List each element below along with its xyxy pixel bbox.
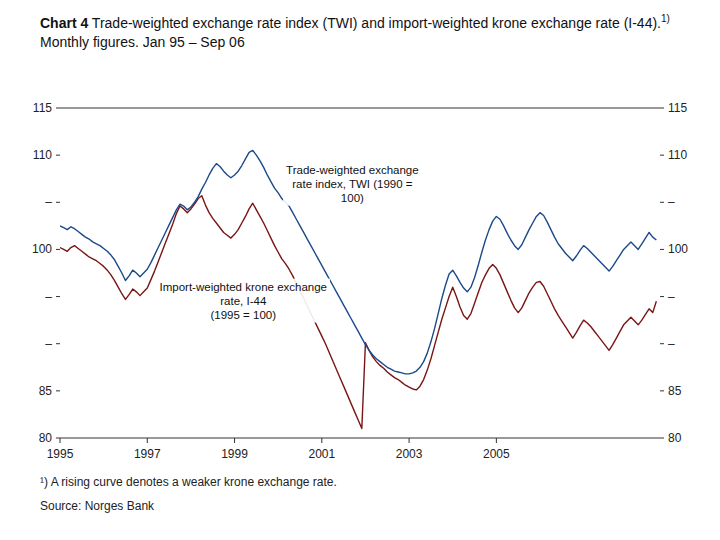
x-axis-line	[60, 438, 660, 439]
title: Chart 4	[40, 15, 88, 31]
y-tick	[56, 108, 60, 109]
footnote: ¹) A rising curve denotes a weaker krone…	[40, 475, 337, 489]
x-tick	[321, 438, 322, 443]
subtitle: Monthly figures. Jan 95 –	[40, 34, 196, 50]
y-tick-label: –	[45, 337, 52, 351]
y-tick-label: 100	[32, 242, 52, 256]
subtitle: Trade-weighted exchange rate index (TWI)…	[88, 15, 661, 31]
annotations: Trade-weighted exchange rate index, TWI (…	[157, 162, 422, 323]
page: {"chart_data": { "type": "line", "title"…	[0, 0, 720, 540]
annotation-bg	[157, 279, 331, 323]
y2-tick-label: 115	[668, 101, 687, 115]
y-tick-label: 80	[39, 431, 53, 445]
annotation-line: Trade-weighted exchange	[286, 164, 419, 176]
y-tick	[56, 249, 60, 250]
annotation: Trade-weighted exchange rate index, TWI (…	[283, 162, 422, 206]
y2-tick	[660, 202, 664, 203]
annotation-text: Trade-weighted exchange rate index, TWI (…	[286, 164, 419, 204]
x-tick-label: 2001	[308, 447, 335, 461]
annotation-line: Import-weighted krone exchange	[160, 281, 328, 293]
x-tick-label: 1999	[221, 447, 248, 461]
y-tick-label: –	[45, 290, 52, 304]
source: Source: Norges Bank	[40, 499, 155, 513]
annotation-line: 100)	[341, 192, 364, 204]
chart: 1995 1997 1999 2001 2003 2005 80 85 – – 100 – 110 115…	[0, 0, 720, 540]
y2-tick	[660, 438, 664, 439]
y-tick	[56, 155, 60, 156]
y2-tick	[660, 249, 664, 250]
axes: 1995 1997 1999 2001 2003 2005 80 85 – – 100 – 110 115…	[32, 101, 688, 461]
title-superscript: 1)	[661, 13, 670, 24]
annotation-line: rate index, TWI (1990 =	[292, 178, 413, 190]
series-line	[60, 150, 656, 373]
subtitle: Sep 06	[200, 34, 244, 50]
y2-tick	[660, 296, 664, 297]
series-line	[60, 196, 656, 429]
y2-tick-label: 100	[668, 242, 688, 256]
x-tick	[147, 438, 148, 443]
y-tick	[56, 390, 60, 391]
y2-tick-label: –	[668, 195, 675, 209]
x-tick	[60, 438, 61, 443]
y-tick-label: 110	[33, 148, 52, 162]
annotation-bg	[283, 162, 422, 206]
notes: ¹) A rising curve denotes a weaker krone…	[40, 475, 337, 513]
y-tick-label: 115	[33, 101, 52, 115]
y2-tick	[660, 108, 664, 109]
plot-area	[60, 150, 656, 428]
x-tick-label: 2003	[396, 447, 423, 461]
top-line	[60, 108, 660, 109]
y-tick-label: 85	[39, 384, 53, 398]
annotation-text: Import-weighted krone exchange rate, I-44…	[160, 281, 328, 321]
x-tick-label: 1995	[47, 447, 74, 461]
x-tick-label: 1997	[134, 447, 161, 461]
y2-tick-label: 110	[668, 148, 687, 162]
y2-tick	[660, 155, 664, 156]
title-block: Chart 4 Trade-weighted exchange rate ind…	[40, 12, 680, 53]
annotation: Import-weighted krone exchange rate, I-44…	[157, 279, 331, 323]
annotation-line: (1995 = 100)	[210, 309, 276, 321]
y2-tick-label: 85	[668, 384, 682, 398]
y-tick-label: –	[45, 195, 52, 209]
y2-tick-label: –	[668, 337, 675, 351]
y2-tick-label: –	[668, 290, 675, 304]
y2-tick	[660, 390, 664, 391]
x-tick-label: 2005	[483, 447, 510, 461]
x-tick	[234, 438, 235, 443]
y-tick	[56, 438, 60, 439]
x-tick	[409, 438, 410, 443]
y2-tick	[660, 343, 664, 344]
y-tick	[56, 343, 60, 344]
y-tick	[56, 296, 60, 297]
y-tick	[56, 202, 60, 203]
annotation-line: rate, I-44	[220, 295, 267, 307]
y2-tick-label: 80	[668, 431, 682, 445]
x-tick	[496, 438, 497, 443]
